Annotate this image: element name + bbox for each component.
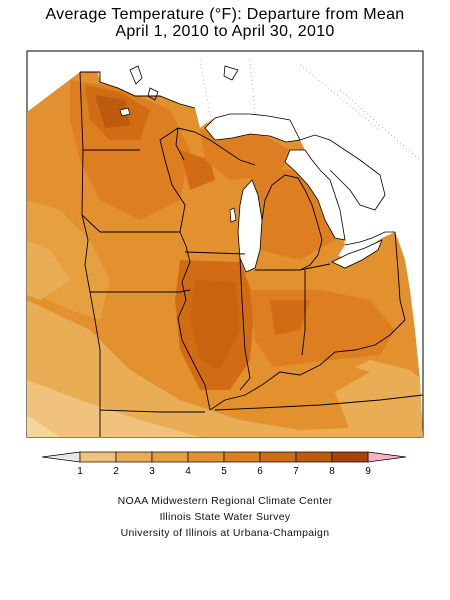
- legend-tick-label: 4: [185, 466, 191, 477]
- canada-outline: [129, 65, 395, 246]
- legend-swatch-1: [79, 451, 117, 463]
- title-line-2: April 1, 2010 to April 30, 2010: [115, 23, 335, 40]
- legend-swatch-7: [295, 451, 333, 463]
- legend-swatch-4: [187, 451, 225, 463]
- credit-line-2: Illinois State Water Survey: [159, 511, 291, 523]
- legend-above-arrow: [367, 451, 407, 463]
- temperature-field: [27, 72, 423, 437]
- legend-tick-label: 8: [329, 466, 335, 477]
- legend-tick-label: 7: [293, 466, 299, 477]
- legend-swatch-5: [223, 451, 261, 463]
- legend-swatch-3: [151, 451, 189, 463]
- lake-huron: [284, 149, 346, 241]
- great-lakes: [119, 107, 383, 273]
- legend-below-arrow: [41, 451, 81, 463]
- legend-swatch-8: [331, 451, 369, 463]
- legend-tick-label: 2: [113, 466, 119, 477]
- color-legend: 1 2 3 4 5 6 7 8 9: [41, 451, 407, 477]
- title-line-1: Average Temperature (°F): Departure from…: [45, 6, 405, 23]
- credits-block: NOAA Midwestern Regional Climate Center …: [0, 493, 450, 541]
- lake-of-woods: [119, 107, 131, 117]
- legend-tick-label: 5: [221, 466, 227, 477]
- map-graticule: [199, 59, 421, 161]
- credit-line-1: NOAA Midwestern Regional Climate Center: [117, 495, 333, 507]
- legend-swatch-6: [259, 451, 297, 463]
- state-boundaries: [79, 71, 424, 437]
- legend-tick-label: 3: [149, 466, 155, 477]
- legend-tick-label: 6: [257, 466, 263, 477]
- legend-swatch-2: [115, 451, 153, 463]
- lake-michigan: [237, 179, 263, 273]
- lake-winnebago: [229, 207, 237, 223]
- map-title: Average Temperature (°F): Departure from…: [0, 6, 450, 40]
- legend-tick-label: 9: [365, 466, 371, 477]
- legend-tick-label: 1: [77, 466, 83, 477]
- credit-line-3: University of Illinois at Urbana-Champai…: [120, 527, 330, 539]
- lake-erie: [331, 239, 383, 269]
